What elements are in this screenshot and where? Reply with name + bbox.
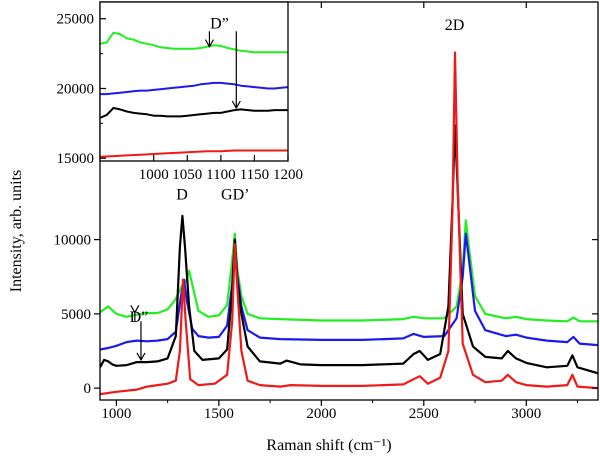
main-peak-label: GD’ bbox=[221, 187, 249, 204]
inset-annotation-arrowhead bbox=[204, 39, 214, 48]
inset-series-line-0 bbox=[100, 31, 288, 54]
x-axis-title: Raman shift (cm⁻¹) bbox=[266, 437, 391, 454]
inset-x-tick-label: 1050 bbox=[172, 167, 202, 183]
inset-x-tick-label: 1200 bbox=[273, 167, 303, 183]
main-x-tick-label: 3000 bbox=[511, 406, 541, 422]
main-series-line-1 bbox=[100, 232, 598, 351]
main-x-tick-label: 1500 bbox=[204, 406, 234, 422]
main-x-tick-label: 2500 bbox=[409, 406, 439, 422]
main-plot: 1000 1500 2000 2500 3000 0 5000 10000 Raman shif… bbox=[8, 1, 599, 454]
main-y-tick-label: 10000 bbox=[54, 233, 92, 249]
inset-background bbox=[100, 2, 288, 161]
main-series-line-0 bbox=[100, 219, 598, 323]
main-x-tick-label: 1000 bbox=[101, 406, 131, 422]
inset-plot-frame bbox=[99, 1, 289, 162]
inset-annotation-arrowhead bbox=[231, 100, 241, 110]
inset-x-tick-label: 1000 bbox=[139, 167, 169, 183]
inset-series-line-3 bbox=[100, 149, 288, 158]
inset-series-line-1 bbox=[100, 81, 288, 96]
inset-y-tick-label: 15000 bbox=[57, 151, 95, 167]
main-y-tick-label: 0 bbox=[84, 381, 92, 397]
main-annotation-arrowhead bbox=[130, 305, 140, 314]
inset-y-tick-label: 25000 bbox=[57, 12, 95, 28]
main-y-tick-label: 5000 bbox=[61, 307, 91, 323]
inset-series-group bbox=[100, 31, 288, 158]
inset-x-tick-label: 1150 bbox=[240, 167, 269, 183]
main-annotation-arrowhead bbox=[136, 352, 146, 362]
main-peak-label: 2D bbox=[445, 17, 465, 34]
inset-series-line-2 bbox=[100, 107, 288, 119]
y-axis-title: Intensity, arb. units bbox=[8, 170, 25, 293]
main-peak-label: D” bbox=[130, 309, 149, 326]
main-plot-frame bbox=[99, 1, 599, 401]
main-peak-label: D bbox=[176, 187, 188, 204]
main-x-tick-label: 2000 bbox=[306, 406, 336, 422]
inset-plot: 1000 1050 1100 1150 1200 15000 20000 25000 D” bbox=[57, 1, 303, 183]
inset-y-tick-label: 20000 bbox=[57, 81, 95, 97]
main-series-line-3 bbox=[100, 51, 598, 396]
main-series-line-2 bbox=[100, 124, 598, 375]
main-series-group bbox=[100, 51, 598, 396]
inset-peak-label: D” bbox=[210, 16, 229, 33]
inset-x-tick-label: 1100 bbox=[206, 167, 235, 183]
